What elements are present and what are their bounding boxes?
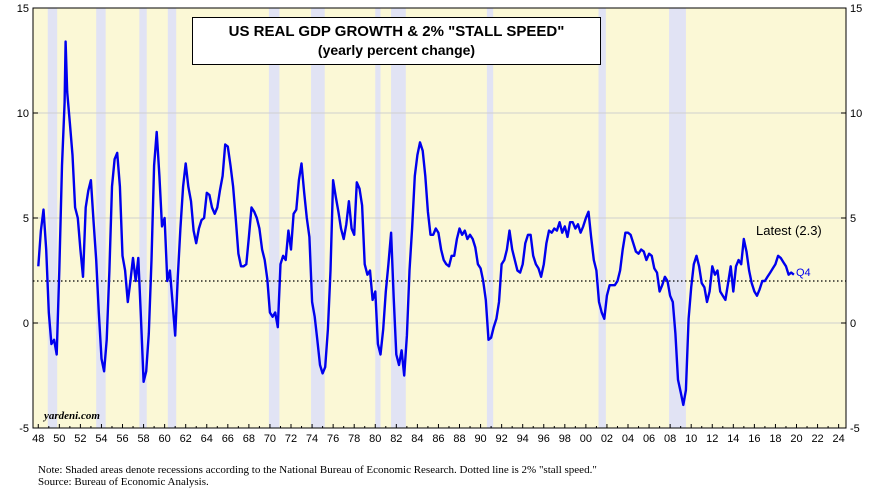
x-tick-label: 60 [159,433,171,445]
x-tick-label: 90 [474,433,486,445]
x-tick-label: 66 [222,433,234,445]
x-tick-label: 92 [496,433,508,445]
chart-notes: Note: Shaded areas denote recessions acc… [38,464,597,488]
y-tick-label: 5 [23,213,29,225]
x-tick-label: 86 [432,433,444,445]
x-tick-label: 54 [95,433,107,445]
chart-title-box: US REAL GDP GROWTH & 2% "STALL SPEED" (y… [192,17,601,65]
x-tick-label: 76 [327,433,339,445]
x-tick-label: 00 [580,433,592,445]
y-tick-label: 15 [17,3,29,15]
x-tick-label: 88 [453,433,465,445]
brand-watermark: yardeni.com [44,410,100,422]
x-tick-label: 24 [833,433,845,445]
x-tick-label: 98 [559,433,571,445]
x-tick-label: 16 [748,433,760,445]
x-tick-label: 78 [348,433,360,445]
x-tick-label: 48 [32,433,44,445]
y-tick-label: 10 [850,108,862,120]
x-tick-label: 82 [390,433,402,445]
x-tick-label: 12 [706,433,718,445]
x-tick-label: 72 [285,433,297,445]
y-tick-label: 0 [850,318,856,330]
x-tick-label: 52 [74,433,86,445]
note-line: Note: Shaded areas denote recessions acc… [38,464,597,476]
y-axis-right: -5 0 5 10 15 [841,3,862,435]
series-line [37,40,795,407]
x-tick-label: 74 [306,433,318,445]
x-tick-label: 02 [601,433,613,445]
y-axis-left: -5 0 5 10 15 [17,3,38,435]
y-tick-label: 15 [850,3,862,15]
source-line: Source: Bureau of Economic Analysis. [38,476,209,488]
x-tick-label: 68 [243,433,255,445]
x-tick-label: 96 [538,433,550,445]
x-tick-label: 84 [411,433,423,445]
y-tick-label: -5 [850,423,860,435]
x-tick-label: 70 [264,433,276,445]
latest-value-label: Latest (2.3) [756,223,822,238]
latest-quarter-label: Q4 [796,267,811,279]
x-tick-label: 20 [790,433,802,445]
gridlines [33,112,846,324]
x-tick-label: 58 [137,433,149,445]
y-tick-label: 5 [850,213,856,225]
y-tick-label: -5 [19,423,29,435]
chart-title: US REAL GDP GROWTH & 2% "STALL SPEED" [228,23,565,40]
x-axis: 48 50 52 54 56 58 60 62 64 66 68 70 72 74 76 78 80 82 84 86… [32,424,845,445]
gdp-series [37,40,795,407]
y-tick-label: 10 [17,108,29,120]
x-tick-label: 06 [643,433,655,445]
chart-subtitle: (yearly percent change) [317,42,476,58]
x-tick-label: 80 [369,433,381,445]
x-tick-label: 50 [53,433,65,445]
x-tick-label: 62 [180,433,192,445]
x-tick-label: 94 [517,433,529,445]
x-tick-label: 08 [664,433,676,445]
x-tick-label: 10 [685,433,697,445]
x-tick-label: 04 [622,433,634,445]
x-tick-label: 18 [769,433,781,445]
x-tick-label: 56 [116,433,128,445]
x-tick-label: 22 [811,433,823,445]
x-tick-label: 64 [201,433,213,445]
x-tick-label: 14 [727,433,739,445]
y-tick-label: 0 [23,318,29,330]
